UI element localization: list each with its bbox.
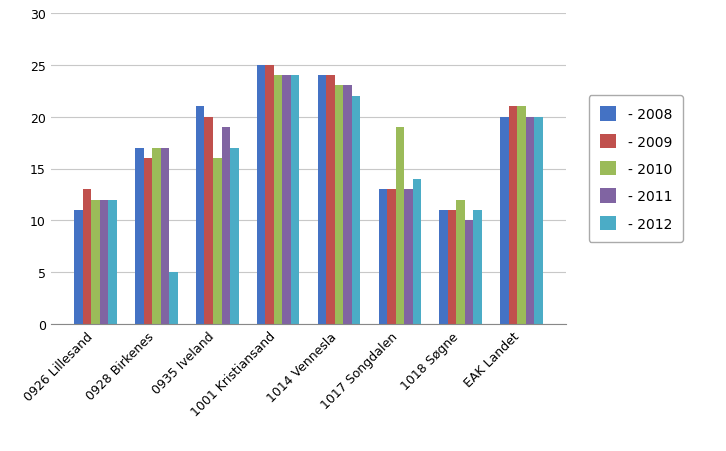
Bar bbox=[221, 128, 230, 325]
Bar bbox=[457, 200, 465, 325]
Bar bbox=[282, 76, 291, 325]
Bar bbox=[230, 148, 239, 325]
Bar bbox=[135, 148, 144, 325]
Bar bbox=[343, 86, 352, 325]
Bar bbox=[152, 148, 160, 325]
Bar bbox=[74, 211, 83, 325]
Bar bbox=[213, 159, 221, 325]
Bar bbox=[396, 128, 404, 325]
Bar bbox=[387, 190, 396, 325]
Bar bbox=[518, 107, 526, 325]
Bar bbox=[108, 200, 117, 325]
Bar bbox=[534, 117, 543, 325]
Legend: - 2008, - 2009, - 2010, - 2011, - 2012: - 2008, - 2009, - 2010, - 2011, - 2012 bbox=[589, 96, 683, 242]
Bar bbox=[352, 97, 360, 325]
Bar bbox=[291, 76, 299, 325]
Bar bbox=[412, 179, 421, 325]
Bar bbox=[160, 148, 169, 325]
Bar bbox=[378, 190, 387, 325]
Bar bbox=[265, 65, 274, 325]
Bar bbox=[509, 107, 518, 325]
Bar bbox=[326, 76, 335, 325]
Bar bbox=[439, 211, 448, 325]
Bar bbox=[91, 200, 99, 325]
Bar bbox=[404, 190, 412, 325]
Bar bbox=[274, 76, 282, 325]
Bar bbox=[83, 190, 91, 325]
Bar bbox=[526, 117, 534, 325]
Bar bbox=[144, 159, 152, 325]
Bar bbox=[318, 76, 326, 325]
Bar bbox=[473, 211, 482, 325]
Bar bbox=[99, 200, 108, 325]
Bar bbox=[257, 65, 265, 325]
Bar bbox=[500, 117, 509, 325]
Bar bbox=[196, 107, 205, 325]
Bar bbox=[205, 117, 213, 325]
Bar bbox=[448, 211, 457, 325]
Bar bbox=[169, 273, 178, 325]
Bar bbox=[335, 86, 343, 325]
Bar bbox=[465, 221, 473, 325]
